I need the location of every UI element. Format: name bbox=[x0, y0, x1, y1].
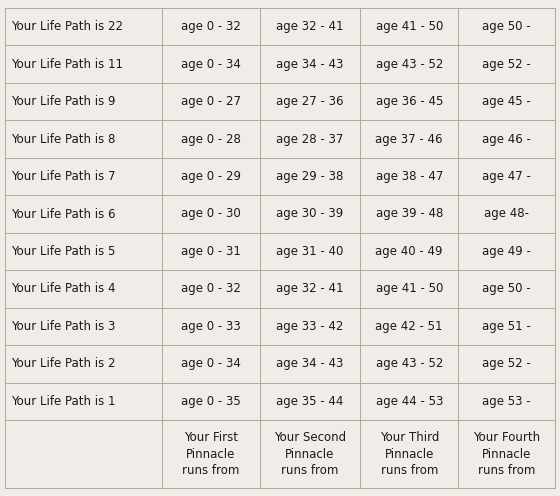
Text: age 30 - 39: age 30 - 39 bbox=[276, 207, 344, 221]
Text: age 52 -: age 52 - bbox=[482, 58, 531, 71]
Text: age 0 - 32: age 0 - 32 bbox=[181, 20, 241, 33]
Text: Your First
Pinnacle
runs from: Your First Pinnacle runs from bbox=[182, 431, 239, 477]
Text: age 50 -: age 50 - bbox=[482, 282, 531, 296]
Text: Your Life Path is 22: Your Life Path is 22 bbox=[11, 20, 123, 33]
Text: Your Fourth
Pinnacle
runs from: Your Fourth Pinnacle runs from bbox=[473, 431, 540, 477]
Text: age 0 - 34: age 0 - 34 bbox=[181, 357, 241, 371]
Text: age 43 - 52: age 43 - 52 bbox=[376, 58, 443, 71]
Text: age 47 -: age 47 - bbox=[482, 170, 531, 183]
Text: age 31 - 40: age 31 - 40 bbox=[276, 245, 344, 258]
Text: age 34 - 43: age 34 - 43 bbox=[276, 58, 344, 71]
Text: Your Life Path is 6: Your Life Path is 6 bbox=[11, 207, 115, 221]
Text: age 41 - 50: age 41 - 50 bbox=[376, 282, 443, 296]
Text: age 0 - 29: age 0 - 29 bbox=[181, 170, 241, 183]
Text: age 0 - 30: age 0 - 30 bbox=[181, 207, 241, 221]
Text: age 0 - 32: age 0 - 32 bbox=[181, 282, 241, 296]
Text: age 50 -: age 50 - bbox=[482, 20, 531, 33]
Text: Your Life Path is 7: Your Life Path is 7 bbox=[11, 170, 115, 183]
Text: age 37 - 46: age 37 - 46 bbox=[376, 132, 443, 146]
Text: age 27 - 36: age 27 - 36 bbox=[276, 95, 344, 108]
Text: age 0 - 31: age 0 - 31 bbox=[181, 245, 241, 258]
Text: age 0 - 28: age 0 - 28 bbox=[181, 132, 241, 146]
Text: age 42 - 51: age 42 - 51 bbox=[376, 320, 443, 333]
Text: Your Life Path is 2: Your Life Path is 2 bbox=[11, 357, 115, 371]
Text: age 40 - 49: age 40 - 49 bbox=[376, 245, 443, 258]
Text: age 44 - 53: age 44 - 53 bbox=[376, 395, 443, 408]
Text: Your Second
Pinnacle
runs from: Your Second Pinnacle runs from bbox=[274, 431, 346, 477]
Text: age 32 - 41: age 32 - 41 bbox=[276, 282, 344, 296]
Text: Your Life Path is 4: Your Life Path is 4 bbox=[11, 282, 115, 296]
Text: age 32 - 41: age 32 - 41 bbox=[276, 20, 344, 33]
Text: age 53 -: age 53 - bbox=[482, 395, 531, 408]
Text: age 28 - 37: age 28 - 37 bbox=[276, 132, 344, 146]
Text: age 34 - 43: age 34 - 43 bbox=[276, 357, 344, 371]
Text: age 0 - 34: age 0 - 34 bbox=[181, 58, 241, 71]
Text: Your Life Path is 5: Your Life Path is 5 bbox=[11, 245, 115, 258]
Text: Your Life Path is 8: Your Life Path is 8 bbox=[11, 132, 115, 146]
Text: Your Third
Pinnacle
runs from: Your Third Pinnacle runs from bbox=[380, 431, 439, 477]
Text: age 49 -: age 49 - bbox=[482, 245, 531, 258]
Text: age 0 - 33: age 0 - 33 bbox=[181, 320, 241, 333]
Text: age 52 -: age 52 - bbox=[482, 357, 531, 371]
Text: age 51 -: age 51 - bbox=[482, 320, 531, 333]
Text: age 36 - 45: age 36 - 45 bbox=[376, 95, 443, 108]
Text: Your Life Path is 3: Your Life Path is 3 bbox=[11, 320, 115, 333]
Text: age 38 - 47: age 38 - 47 bbox=[376, 170, 443, 183]
Text: age 29 - 38: age 29 - 38 bbox=[276, 170, 344, 183]
Text: age 0 - 35: age 0 - 35 bbox=[181, 395, 241, 408]
Text: age 48-: age 48- bbox=[484, 207, 529, 221]
Text: Your Life Path is 11: Your Life Path is 11 bbox=[11, 58, 123, 71]
Text: age 45 -: age 45 - bbox=[482, 95, 531, 108]
Text: age 39 - 48: age 39 - 48 bbox=[376, 207, 443, 221]
Text: Your Life Path is 9: Your Life Path is 9 bbox=[11, 95, 115, 108]
Text: age 33 - 42: age 33 - 42 bbox=[276, 320, 344, 333]
Text: age 35 - 44: age 35 - 44 bbox=[276, 395, 344, 408]
Text: age 43 - 52: age 43 - 52 bbox=[376, 357, 443, 371]
Text: age 0 - 27: age 0 - 27 bbox=[181, 95, 241, 108]
Text: age 41 - 50: age 41 - 50 bbox=[376, 20, 443, 33]
Text: age 46 -: age 46 - bbox=[482, 132, 531, 146]
Text: Your Life Path is 1: Your Life Path is 1 bbox=[11, 395, 115, 408]
